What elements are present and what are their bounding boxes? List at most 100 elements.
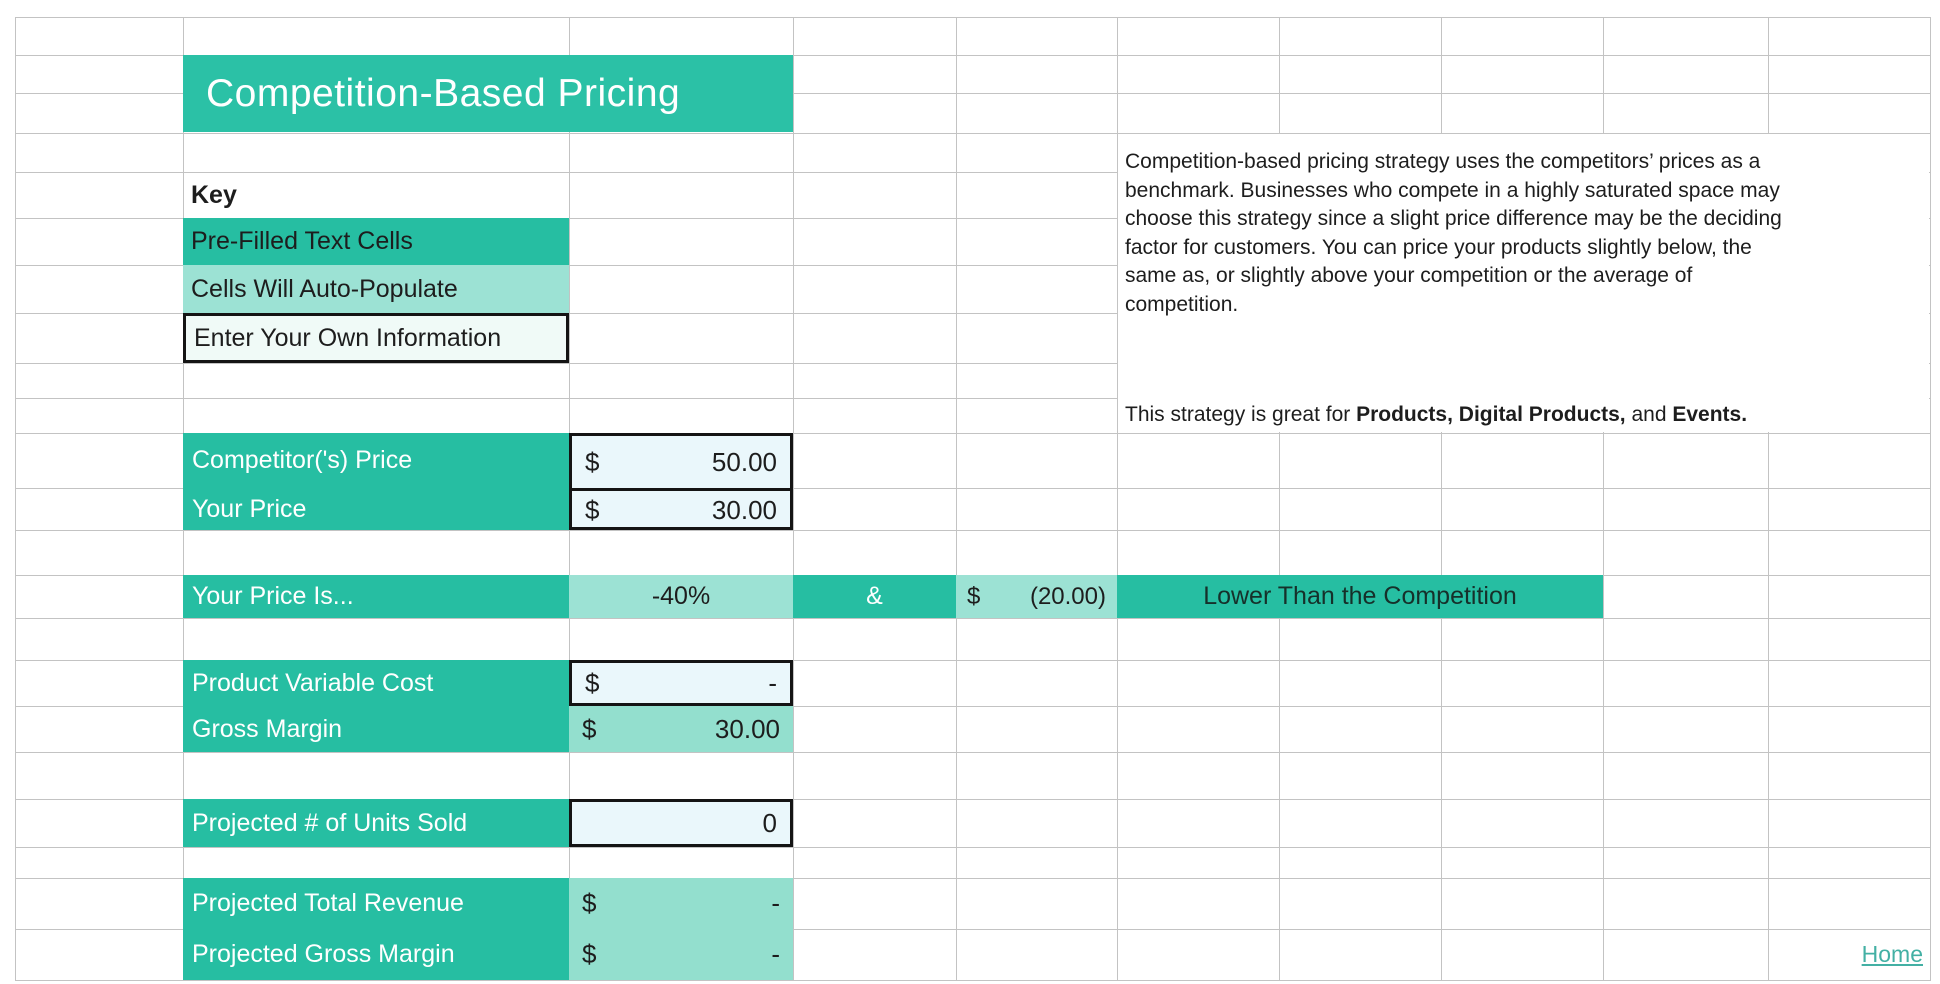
grid-cell — [570, 94, 794, 134]
grid-cell — [570, 173, 794, 219]
grid-cell — [794, 879, 957, 930]
grid-cell — [1442, 879, 1604, 930]
grid-cell — [794, 930, 957, 981]
grid-cell — [1604, 879, 1769, 930]
grid-cell — [1118, 753, 1280, 800]
grid-cell — [1604, 800, 1769, 848]
grid-cell — [1118, 661, 1280, 707]
grid-cell — [1118, 930, 1280, 981]
grid-cell — [957, 531, 1118, 576]
grid-cell — [957, 800, 1118, 848]
grid-cell — [1769, 848, 1931, 879]
grid-cell — [184, 314, 570, 364]
grid-cell — [1118, 94, 1280, 134]
product-variable-cost-value: - — [768, 667, 777, 698]
grid-cell — [1604, 619, 1769, 661]
grid-cell — [184, 531, 570, 576]
grid-cell — [1604, 753, 1769, 800]
grid-cell — [1280, 489, 1442, 531]
projected-units-sold-value: 0 — [762, 807, 777, 838]
grid-cell — [957, 619, 1118, 661]
grid-cell — [570, 399, 794, 434]
grid-cell — [1604, 661, 1769, 707]
grid-cell — [1118, 489, 1280, 531]
grid-cell — [16, 314, 184, 364]
grid-cell — [794, 661, 957, 707]
page-title: Competition-Based Pricing — [183, 55, 793, 132]
grid-cell — [957, 879, 1118, 930]
grid-cell — [1280, 879, 1442, 930]
key-item-auto-populate: Cells Will Auto-Populate — [183, 265, 569, 313]
label-projected-units-sold: Projected # of Units Sold — [183, 799, 569, 847]
currency-symbol: $ — [582, 939, 597, 969]
grid-cell — [1442, 930, 1604, 981]
grid-cell — [1280, 848, 1442, 879]
grid-cell — [570, 18, 794, 56]
grid-cell — [957, 219, 1118, 266]
grid-cell — [16, 619, 184, 661]
projected-gross-margin-value: - — [771, 939, 780, 969]
grid-cell — [794, 531, 957, 576]
projected-total-revenue-cell: $ - — [569, 878, 793, 929]
grid-cell — [1280, 94, 1442, 134]
strategy-description: Competition-based pricing strategy uses … — [1118, 134, 1929, 432]
grid-cell — [1442, 753, 1604, 800]
grid-cell — [1769, 930, 1931, 981]
grid-cell — [16, 930, 184, 981]
grid-cell — [957, 134, 1118, 173]
grid-cell — [1769, 576, 1931, 619]
grid-cell — [1442, 531, 1604, 576]
projected-total-revenue-value: - — [771, 888, 780, 918]
grid-cell — [570, 619, 794, 661]
strategy-description-paragraph: Competition-based pricing strategy uses … — [1125, 150, 1782, 316]
grid-cell — [1280, 531, 1442, 576]
grid-cell — [794, 434, 957, 489]
label-gross-margin: Gross Margin — [183, 706, 569, 752]
grid-cell — [794, 219, 957, 266]
grid-cell — [1604, 489, 1769, 531]
label-projected-total-revenue: Projected Total Revenue — [183, 878, 569, 929]
grid-cell — [1118, 879, 1280, 930]
grid-cell — [1442, 576, 1604, 619]
your-price-cell[interactable]: $ 30.00 — [572, 491, 790, 530]
currency-symbol: $ — [582, 888, 597, 918]
grid-cell — [1769, 619, 1931, 661]
grid-cell — [957, 399, 1118, 434]
grid-cell — [570, 930, 794, 981]
competitor-price-cell[interactable]: $ 50.00 — [572, 436, 790, 491]
grid-cell — [794, 314, 957, 364]
grid-cell — [1280, 619, 1442, 661]
label-product-variable-cost: Product Variable Cost — [183, 660, 569, 706]
grid-cell — [1769, 18, 1931, 56]
grid-cell — [16, 134, 184, 173]
grid-cell — [570, 707, 794, 753]
product-variable-cost-cell[interactable]: $ - — [569, 660, 793, 706]
grid-cell — [184, 364, 570, 399]
grid-cell — [794, 134, 957, 173]
label-projected-gross-margin: Projected Gross Margin — [183, 929, 569, 980]
grid-cell — [1118, 800, 1280, 848]
grid-cell — [16, 576, 184, 619]
grid-cell — [957, 94, 1118, 134]
grid-cell — [1769, 434, 1931, 489]
grid-cell — [957, 314, 1118, 364]
grid-cell — [957, 266, 1118, 314]
gross-margin-value: 30.00 — [714, 713, 780, 744]
grid-cell — [1442, 707, 1604, 753]
grid-cell — [794, 173, 957, 219]
grid-cell — [570, 800, 794, 848]
home-link[interactable]: Home — [1861, 941, 1923, 967]
grid-cell — [957, 661, 1118, 707]
grid-cell — [570, 531, 794, 576]
grid-cell — [957, 56, 1118, 94]
grid-cell — [570, 489, 794, 531]
currency-symbol: $ — [585, 667, 600, 698]
comparison-result-cell: Lower Than the Competition — [1117, 575, 1603, 618]
grid-cell — [16, 219, 184, 266]
projected-units-sold-cell[interactable]: 0 — [569, 799, 793, 847]
price-difference-amount: (20.00) — [1029, 582, 1106, 610]
home-cell: Home — [1768, 929, 1930, 980]
grid-cell — [184, 619, 570, 661]
grid-cell — [957, 364, 1118, 399]
key-heading: Key — [191, 180, 237, 209]
